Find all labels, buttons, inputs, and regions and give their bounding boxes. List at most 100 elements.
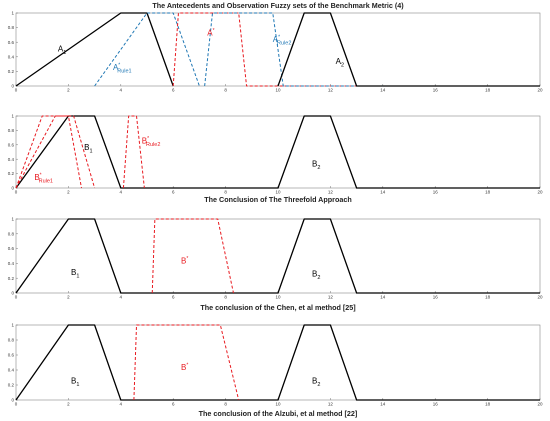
x-tick-label: 4	[120, 295, 123, 300]
y-tick-label: 1	[11, 217, 14, 222]
x-tick-label: 6	[172, 402, 175, 407]
x-tick-label: 14	[380, 190, 386, 195]
x-tick-label: 2	[67, 295, 70, 300]
x-tick-label: 18	[485, 402, 491, 407]
x-tick-label: 12	[328, 190, 334, 195]
y-tick-label: 0.8	[8, 338, 15, 343]
x-tick-label: 4	[120, 190, 123, 195]
set-label: B1	[71, 268, 79, 280]
x-tick-label: 16	[433, 402, 439, 407]
series-line-1	[15, 218, 540, 294]
chart-panel-2: 0 2 4 6 8 10 12 14 16 18 20 0 0.2 0.4 0.6 0.8 1 B1 B* Rule2…	[8, 114, 543, 204]
plot-area	[15, 218, 541, 294]
chart-title: The Antecedents and Observation Fuzzy se…	[152, 1, 404, 10]
set-label: B1	[84, 143, 92, 155]
y-tick-label: 0.6	[8, 142, 15, 147]
y-tick-label: 0.6	[8, 40, 15, 45]
chart-panel-1: 0 2 4 6 8 10 12 14 16 18 20 0 0.2 0.4 0.6 0.8 1 A1 A* Rule1…	[8, 1, 543, 93]
x-tick-label: 6	[172, 295, 175, 300]
x-tick-label: 4	[120, 88, 123, 93]
x-tick-label: 10	[275, 402, 281, 407]
y-tick-label: 0.4	[8, 261, 15, 266]
x-tick-label: 20	[537, 402, 543, 407]
y-tick-label: 0	[11, 186, 14, 191]
x-tick-label: 14	[380, 402, 386, 407]
x-tick-label: 10	[275, 295, 281, 300]
chart-title: The conclusion of the Alzubi, et al meth…	[199, 409, 358, 418]
x-tick-label: 20	[537, 88, 543, 93]
set-label: B* Rule1	[34, 173, 53, 185]
series-line-1	[15, 115, 540, 189]
chart-panel-4: 0 2 4 6 8 10 12 14 16 18 20 0 0.2 0.4 0.6 0.8 1 B1 B* B2 The…	[8, 323, 543, 418]
x-tick-label: 6	[172, 190, 175, 195]
set-label: A* Rule2	[273, 35, 292, 47]
plot-area	[15, 324, 541, 401]
series-line-4	[204, 12, 540, 87]
x-tick-label: 0	[15, 88, 18, 93]
set-label: A*	[207, 28, 214, 38]
y-tick-label: 0	[11, 398, 14, 403]
y-tick-label: 0.8	[8, 231, 15, 236]
x-tick-label: 10	[275, 190, 281, 195]
y-tick-label: 0.2	[8, 383, 15, 388]
x-tick-label: 12	[328, 295, 334, 300]
y-tick-label: 0	[11, 291, 14, 296]
set-label: B*	[181, 363, 188, 373]
set-label: B2	[312, 270, 320, 282]
series-line-2	[151, 218, 234, 294]
x-tick-label: 6	[172, 88, 175, 93]
x-tick-label: 18	[485, 88, 491, 93]
series-line-2	[94, 12, 200, 87]
series-line-5	[277, 12, 383, 87]
x-tick-label: 0	[15, 402, 18, 407]
chart-panel-3: 0 2 4 6 8 10 12 14 16 18 20 0 0.2 0.4 0.6 0.8 1 B1 B* B2 The…	[8, 217, 543, 312]
y-tick-label: 1	[11, 323, 14, 328]
y-tick-label: 0.6	[8, 353, 15, 358]
x-tick-label: 8	[224, 88, 227, 93]
x-tick-label: 16	[433, 190, 439, 195]
chart-title: The conclusion of the Chen, et al method…	[200, 303, 355, 312]
series-line-4	[122, 115, 145, 189]
x-tick-label: 16	[433, 295, 439, 300]
x-tick-label: 16	[433, 88, 439, 93]
y-tick-label: 0.6	[8, 246, 15, 251]
set-label: A* Rule1	[113, 62, 132, 74]
x-tick-label: 8	[224, 295, 227, 300]
x-tick-label: 0	[15, 295, 18, 300]
x-tick-label: 2	[67, 402, 70, 407]
set-label: B1	[71, 377, 79, 389]
x-tick-label: 10	[275, 88, 281, 93]
y-tick-label: 0	[11, 84, 14, 89]
x-tick-label: 0	[15, 190, 18, 195]
set-label: B2	[312, 159, 320, 171]
y-tick-label: 1	[11, 11, 14, 16]
x-tick-label: 4	[120, 402, 123, 407]
x-tick-label: 12	[328, 88, 334, 93]
x-tick-label: 8	[224, 402, 227, 407]
y-tick-label: 0.8	[8, 128, 15, 133]
y-tick-label: 0.4	[8, 368, 15, 373]
y-tick-label: 0.2	[8, 69, 15, 74]
x-tick-label: 8	[224, 190, 227, 195]
x-tick-label: 20	[537, 295, 543, 300]
x-tick-label: 14	[380, 88, 386, 93]
set-label: B* Rule2	[142, 136, 161, 148]
x-tick-label: 2	[67, 190, 70, 195]
set-label: B2	[312, 377, 320, 389]
set-label: A2	[336, 57, 344, 69]
set-label: A1	[58, 45, 66, 57]
y-tick-label: 0.8	[8, 25, 15, 30]
x-tick-label: 14	[380, 295, 386, 300]
x-tick-label: 18	[485, 190, 491, 195]
x-tick-label: 12	[328, 402, 334, 407]
plot-area	[15, 115, 541, 189]
chart-title: The Conclusion of The Threefold Approach	[204, 195, 351, 204]
y-tick-label: 1	[11, 114, 14, 119]
x-tick-label: 2	[67, 88, 70, 93]
series-line-2	[133, 324, 240, 401]
y-tick-label: 0.4	[8, 54, 15, 59]
y-tick-label: 0.2	[8, 276, 15, 281]
y-tick-label: 0.2	[8, 171, 15, 176]
series-line-3	[15, 115, 96, 189]
